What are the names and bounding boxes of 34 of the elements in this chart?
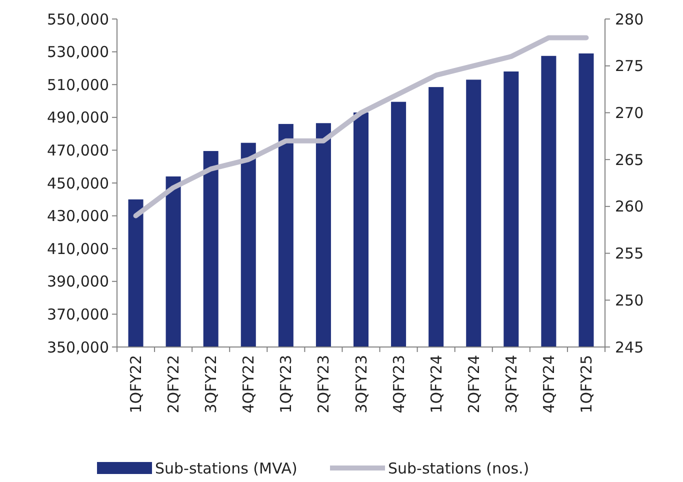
x-tick-label: 3QFY23 (352, 355, 370, 414)
x-tick-label: 1QFY24 (427, 355, 446, 414)
x-tick-label: 2QFY24 (464, 355, 483, 414)
x-tick-label: 4QFY22 (240, 355, 258, 414)
x-tick-label: 1QFY22 (127, 355, 146, 414)
legend-label: Sub-stations (nos.) (388, 459, 530, 478)
y2-tick-label: 250 (615, 291, 644, 310)
y2-tick-label: 275 (615, 57, 644, 76)
y2-tick-label: 280 (615, 10, 644, 28)
x-tick-label: 1QFY23 (277, 355, 296, 414)
y2-tick-label: 265 (615, 150, 644, 169)
y-tick-label: 530,000 (46, 43, 109, 62)
x-tick-label: 4QFY24 (540, 355, 558, 414)
y-tick-label: 470,000 (46, 141, 109, 160)
x-tick-label: 1QFY25 (577, 355, 596, 414)
x-tick-label: 3QFY22 (202, 355, 220, 414)
y-tick-label: 510,000 (46, 76, 109, 94)
y2-tick-label: 270 (615, 104, 644, 122)
y-tick-label: 410,000 (46, 240, 109, 258)
x-tick-label: 3QFY24 (502, 355, 520, 414)
x-tick-label: 2QFY23 (314, 355, 333, 414)
y2-tick-label: 255 (615, 244, 644, 263)
x-tick-label: 4QFY23 (390, 355, 408, 414)
y-tick-label: 370,000 (46, 305, 109, 324)
y-tick-label: 450,000 (46, 174, 109, 192)
y-tick-label: 350,000 (46, 338, 109, 356)
y2-tick-label: 260 (615, 198, 644, 216)
y-tick-label: 550,000 (46, 10, 109, 28)
y-tick-label: 430,000 (46, 207, 109, 226)
y-tick-label: 390,000 (46, 272, 109, 291)
legend-label: Sub-stations (MVA) (155, 459, 298, 478)
y2-tick-label: 245 (615, 338, 644, 356)
y-tick-label: 490,000 (46, 108, 109, 127)
x-tick-label: 2QFY22 (164, 355, 183, 414)
